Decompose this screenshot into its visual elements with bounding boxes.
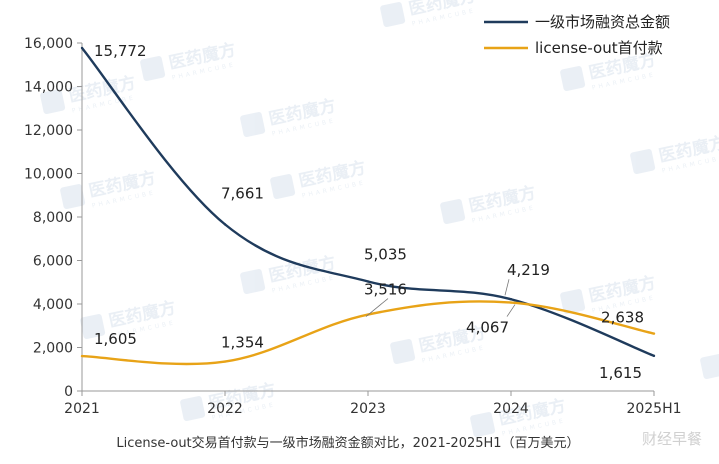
label-leader-line [504, 279, 510, 296]
data-label: 1,354 [221, 334, 264, 352]
x-tick-label: 2022 [207, 401, 243, 417]
cube-logo-icon [440, 199, 466, 225]
data-point [80, 354, 84, 358]
corner-watermark: 财经早餐 [642, 430, 702, 448]
cube-logo-icon [40, 89, 66, 115]
data-point [652, 332, 656, 335]
data-point [223, 223, 227, 226]
x-tick-label: 2025H1 [626, 401, 681, 417]
data-label: 7,661 [221, 184, 264, 202]
data-point [652, 354, 656, 358]
data-label: 3,516 [364, 281, 407, 299]
cube-logo-icon [470, 412, 496, 438]
cube-logo-icon [270, 174, 296, 200]
data-label: 5,035 [364, 245, 407, 263]
series-line [81, 47, 655, 357]
cube-logo-icon [140, 56, 166, 82]
cube-logo-icon [630, 149, 656, 175]
cube-logo-icon [560, 66, 586, 92]
cube-logo-icon [390, 339, 416, 365]
x-tick-label: 2021 [64, 401, 100, 417]
cube-logo-icon [180, 396, 206, 422]
y-tick-label: 2,000 [33, 341, 73, 357]
data-label: 15,772 [94, 42, 147, 60]
data-label: 4,067 [466, 319, 509, 337]
y-tick-label: 8,000 [33, 210, 73, 226]
data-point [366, 280, 370, 283]
cube-logo-icon [80, 314, 106, 340]
x-tick-label: 2023 [350, 401, 386, 417]
y-axis-ticks: 0 2,000 4,000 6,000 8,000 10,000 12,000 14,000 1… [24, 36, 82, 400]
y-tick-label: 0 [64, 384, 73, 400]
y-tick-label: 6,000 [33, 254, 73, 270]
y-tick-label: 4,000 [33, 297, 73, 313]
data-labels: 15,772 7,661 5,035 4,219 1,615 1,605 1,354 3,51… [94, 42, 644, 382]
data-point [509, 298, 513, 301]
x-axis-ticks: 2021 2022 2023 2024 2025H1 [64, 391, 682, 417]
y-tick-label: 10,000 [24, 167, 73, 183]
x-tick-label: 2024 [493, 401, 529, 417]
data-label: 1,605 [94, 330, 137, 348]
label-leader-line [365, 298, 389, 317]
chart-caption: License-out交易首付款与一级市场融资金额对比，2021-2025H1（… [116, 435, 579, 451]
cube-logo-icon [560, 289, 586, 315]
data-point [223, 360, 227, 363]
cube-logo-icon [240, 269, 266, 295]
data-point [509, 301, 513, 304]
cube-logo-icon [380, 2, 406, 28]
axes [81, 43, 654, 392]
y-tick-label: 14,000 [24, 80, 73, 96]
data-point [80, 46, 84, 50]
y-tick-label: 12,000 [24, 123, 73, 139]
data-label: 1,615 [599, 364, 642, 382]
data-label: 4,219 [507, 261, 550, 279]
cube-logo-icon [60, 184, 86, 210]
legend-label: license-out首付款 [535, 39, 663, 57]
cube-logo-icon [700, 354, 719, 380]
cube-logo-icon [240, 112, 266, 138]
legend-label: 一级市场融资总金额 [535, 13, 670, 31]
data-label: 2,638 [601, 309, 644, 327]
legend: 一级市场融资总金额 license-out首付款 [484, 13, 670, 57]
label-leader-line [506, 304, 516, 317]
y-tick-label: 16,000 [24, 36, 73, 52]
